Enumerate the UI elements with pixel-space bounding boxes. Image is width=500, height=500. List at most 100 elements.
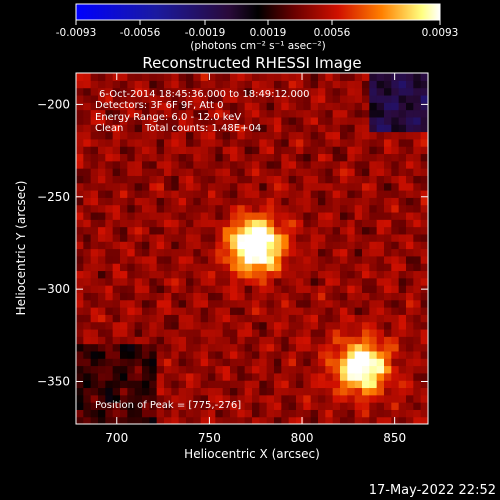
heatmap-cell xyxy=(215,285,224,293)
heatmap-cell xyxy=(259,380,268,389)
heatmap-cell xyxy=(296,138,304,147)
heatmap-cell xyxy=(384,87,392,96)
heatmap-cell xyxy=(222,168,231,176)
heatmap-cell xyxy=(369,153,378,162)
heatmap-cell xyxy=(354,416,363,424)
heatmap-cell xyxy=(222,102,231,111)
heatmap-cell xyxy=(310,409,319,418)
heatmap-cell xyxy=(391,307,400,315)
x-tick-label: 850 xyxy=(383,431,406,445)
heatmap-cell xyxy=(98,299,106,308)
heatmap-cell xyxy=(193,380,202,389)
heatmap-cell xyxy=(237,204,246,213)
heatmap-cell xyxy=(332,263,341,272)
heatmap-cell xyxy=(332,416,341,424)
heatmap-cell xyxy=(266,94,275,103)
heatmap-cell xyxy=(127,241,136,250)
heatmap-cell xyxy=(222,402,231,410)
heatmap-cell xyxy=(332,226,341,235)
heatmap-cell xyxy=(178,219,187,228)
heatmap-cell xyxy=(171,380,180,389)
heatmap-cell xyxy=(406,124,414,133)
heatmap-cell xyxy=(274,87,282,96)
heatmap-cell xyxy=(347,211,356,220)
heatmap-cell xyxy=(164,241,172,250)
heatmap-cell xyxy=(76,365,84,374)
x-tick-label: 800 xyxy=(291,431,314,445)
heatmap-cell xyxy=(406,233,414,242)
heatmap-cell xyxy=(318,197,326,206)
heatmap-cell xyxy=(156,292,165,301)
heatmap-cell xyxy=(98,131,106,140)
heatmap-cell xyxy=(120,241,128,250)
heatmap-cell xyxy=(149,204,158,213)
heatmap-cell xyxy=(376,358,385,367)
heatmap-cell xyxy=(230,292,238,301)
heatmap-cell xyxy=(303,307,312,315)
heatmap-cell xyxy=(362,285,370,293)
heatmap-cell xyxy=(340,87,348,96)
heatmap-cell xyxy=(112,255,121,264)
heatmap-cell xyxy=(208,380,216,389)
heatmap-cell xyxy=(134,211,143,220)
heatmap-cell xyxy=(98,387,106,396)
heatmap-cell xyxy=(164,402,172,410)
heatmap-cell xyxy=(347,387,356,396)
heatmap-cell xyxy=(266,73,275,81)
heatmap-cell xyxy=(134,336,143,345)
heatmap-cell xyxy=(244,328,253,337)
heatmap-cell xyxy=(98,160,106,169)
heatmap-cell xyxy=(134,204,143,213)
heatmap-cell xyxy=(149,87,158,96)
heatmap-cell xyxy=(332,182,341,191)
heatmap-cell xyxy=(186,197,194,206)
heatmap-cell xyxy=(112,190,121,198)
heatmap-cell xyxy=(156,255,165,264)
heatmap-cell xyxy=(376,328,385,337)
heatmap-cell xyxy=(391,146,400,155)
heatmap-cell xyxy=(83,380,92,389)
heatmap-cell xyxy=(171,321,180,330)
heatmap-cell xyxy=(252,190,260,198)
heatmap-cell xyxy=(266,321,275,330)
heatmap-cell xyxy=(164,160,172,169)
heatmap-cell xyxy=(406,255,414,264)
heatmap-cell xyxy=(310,277,319,286)
heatmap-cell xyxy=(347,233,356,242)
heatmap-cell xyxy=(354,270,363,279)
heatmap-cell xyxy=(347,270,356,279)
heatmap-cell xyxy=(406,380,414,389)
heatmap-cell xyxy=(420,204,428,213)
heatmap-cell xyxy=(406,102,414,111)
heatmap-cell xyxy=(391,116,400,125)
heatmap-cell xyxy=(288,336,297,345)
heatmap-cell xyxy=(296,292,304,301)
heatmap-cell xyxy=(369,80,378,89)
heatmap-cell xyxy=(186,358,194,367)
heatmap-cell xyxy=(134,73,143,81)
heatmap-cell xyxy=(266,416,275,424)
heatmap-cell xyxy=(347,380,356,389)
heatmap-cell xyxy=(186,153,194,162)
heatmap-cell xyxy=(266,270,275,279)
heatmap-cell xyxy=(413,248,422,257)
heatmap-cell xyxy=(105,285,114,293)
heatmap-cell xyxy=(413,153,422,162)
heatmap-cell xyxy=(398,153,407,162)
heatmap-cell xyxy=(105,277,114,286)
heatmap-cell xyxy=(208,226,216,235)
heatmap-cell xyxy=(384,409,392,418)
heatmap-cell xyxy=(186,307,194,315)
heatmap-cell xyxy=(237,219,246,228)
heatmap-cell xyxy=(186,175,194,184)
heatmap-cell xyxy=(156,387,165,396)
heatmap-cell xyxy=(127,387,136,396)
heatmap-cell xyxy=(83,248,92,257)
heatmap-cell xyxy=(164,416,172,424)
heatmap-cell xyxy=(171,204,180,213)
heatmap-cell xyxy=(354,380,363,389)
heatmap-cell xyxy=(354,73,363,81)
heatmap-cell xyxy=(362,314,370,323)
heatmap-cell xyxy=(186,233,194,242)
